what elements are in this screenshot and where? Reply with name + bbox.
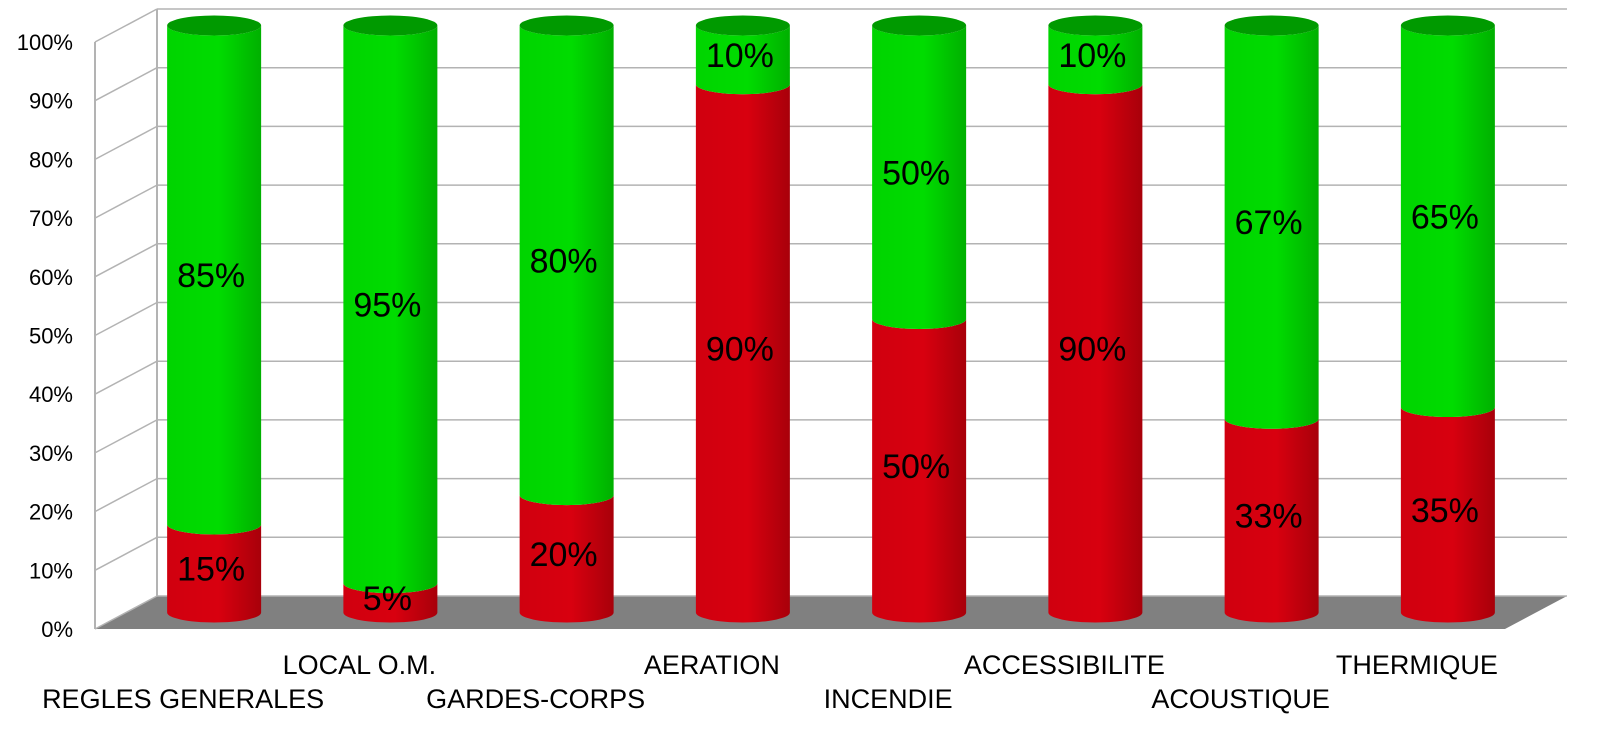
bar-top-cap — [343, 15, 438, 36]
bars: 15% 85% 5% 95% 20% 80% 90% 10% 50% 50% 90% 10% 33% 67… — [167, 15, 1495, 623]
x-category-label: ACCESSIBILITE — [964, 650, 1165, 680]
x-category-label: INCENDIE — [824, 684, 953, 714]
bar-top-cap — [1048, 15, 1143, 36]
data-label: 80% — [530, 242, 598, 280]
category-labels: REGLES GENERALES LOCAL O.M. GARDES-CORPS AE… — [42, 650, 1498, 714]
bar-local-o-m--segment-2 — [343, 25, 438, 594]
y-tick-label: 70% — [29, 206, 73, 231]
bar-gardes-corps-segment-2 — [519, 25, 614, 506]
data-label: 35% — [1411, 492, 1479, 530]
data-label: 65% — [1411, 198, 1479, 236]
y-tick-label: 0% — [41, 617, 73, 642]
chart-floor — [95, 596, 1567, 629]
bar-thermique-segment-1 — [1400, 407, 1495, 623]
bar-aeration-segment-2 — [695, 25, 790, 95]
bar-top-cap — [695, 15, 790, 36]
bar-top-cap — [519, 15, 614, 36]
y-tick-label: 90% — [29, 89, 73, 114]
data-label: 33% — [1235, 498, 1303, 536]
data-label: 90% — [1058, 330, 1126, 368]
y-tick-label: 80% — [29, 147, 73, 172]
data-label: 5% — [363, 580, 412, 618]
data-label: 20% — [530, 536, 598, 574]
side-gridline — [94, 184, 158, 219]
data-label: 50% — [882, 154, 950, 192]
chart-walls — [94, 8, 1567, 630]
bar-accessibilite-segment-2 — [1048, 25, 1143, 95]
bar-top-cap — [872, 15, 967, 36]
side-gridline — [94, 360, 158, 395]
x-category-label: ACOUSTIQUE — [1151, 684, 1330, 714]
x-category-label: REGLES GENERALES — [42, 684, 324, 714]
side-gridline — [94, 419, 158, 454]
bar-regles-generales-segment-1 — [167, 524, 262, 623]
bar-acoustique-segment-2 — [1224, 25, 1319, 429]
bar-gardes-corps-segment-1 — [519, 495, 614, 623]
y-tick-label: 100% — [17, 30, 73, 55]
data-label: 10% — [1058, 37, 1126, 75]
bar-top-cap — [1224, 15, 1319, 36]
data-label: 50% — [882, 448, 950, 486]
bar-thermique-segment-2 — [1400, 25, 1495, 418]
x-category-label: AERATION — [644, 650, 780, 680]
bar-incendie-segment-2 — [872, 25, 967, 329]
bar-aeration-segment-1 — [695, 84, 790, 623]
y-tick-label: 40% — [29, 382, 73, 407]
bar-top-cap — [1400, 15, 1495, 36]
y-axis-ticks: 0% 10% 20% 30% 40% 50% 60% 70% 80% 90% 100% — [17, 30, 73, 642]
data-label: 95% — [353, 286, 421, 324]
side-gridline — [94, 477, 158, 513]
side-gridline — [94, 125, 158, 161]
y-tick-label: 30% — [29, 441, 73, 466]
y-tick-label: 20% — [29, 500, 73, 525]
bar-accessibilite-segment-1 — [1048, 84, 1143, 623]
side-gridline — [94, 67, 158, 102]
x-category-label: LOCAL O.M. — [283, 650, 437, 680]
bar-regles-generales-segment-2 — [167, 25, 262, 535]
bar-local-o-m--segment-1 — [343, 583, 438, 623]
y-tick-label: 10% — [29, 558, 73, 583]
x-category-label: GARDES-CORPS — [426, 684, 645, 714]
side-gridline — [94, 536, 158, 571]
side-gridline — [94, 8, 158, 43]
side-gridline — [94, 243, 158, 278]
bar-incendie-segment-1 — [872, 319, 967, 623]
data-label: 15% — [177, 550, 245, 588]
data-label: 90% — [706, 330, 774, 368]
x-category-label: THERMIQUE — [1336, 650, 1498, 680]
data-label: 10% — [706, 37, 774, 75]
data-label: 85% — [177, 257, 245, 295]
side-gridline — [94, 301, 158, 337]
bar-top-cap — [167, 15, 262, 36]
data-label: 67% — [1235, 204, 1303, 242]
bar-acoustique-segment-1 — [1224, 418, 1319, 623]
y-tick-label: 50% — [29, 324, 73, 349]
y-tick-label: 60% — [29, 265, 73, 290]
side-gridline — [94, 595, 158, 630]
